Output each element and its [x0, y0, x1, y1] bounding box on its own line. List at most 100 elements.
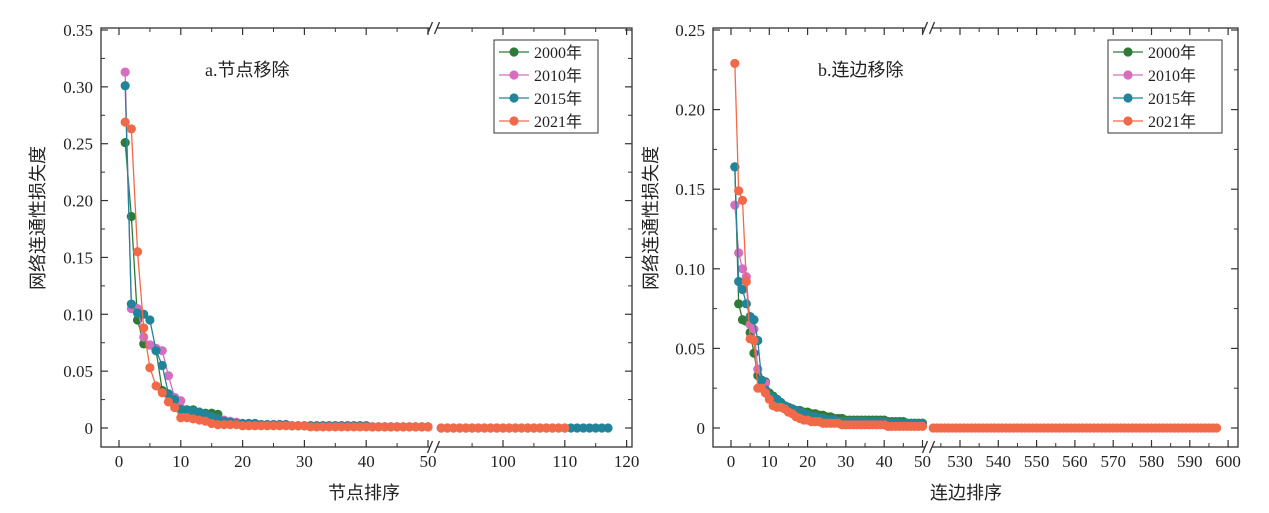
legend-item: 2021年 [1113, 113, 1196, 131]
data-point [139, 323, 149, 333]
data-point [170, 402, 180, 413]
legend-item: 2015年 [1113, 90, 1196, 108]
y-tick-label: 0.30 [63, 78, 93, 97]
legend-marker [509, 70, 519, 80]
legend: 2000年 2010年 2015年 2021年 [493, 39, 599, 134]
y-tick-label: 0.20 [63, 192, 93, 211]
data-point [139, 332, 149, 342]
data-point [145, 315, 155, 325]
x-tick-label: 20 [234, 452, 251, 471]
legend: 2000年 2010年 2015年 2021年 [1107, 39, 1223, 134]
axis-break-mark [426, 440, 434, 454]
legend-label: 2000年 [534, 44, 582, 62]
data-point [126, 124, 136, 134]
data-point [126, 299, 136, 309]
data-point [734, 248, 744, 258]
x-tick-label: 560 [1062, 452, 1088, 471]
chart-panel-a: 0 0.05 0.10 0.15 0.20 0.25 0.30 0.35 0 10 20 30 40 50… [28, 21, 639, 503]
y-tick-label: 0.15 [675, 180, 705, 199]
series-line [734, 63, 923, 428]
legend-item: 2015年 [499, 90, 582, 108]
series-2010年 [730, 200, 928, 430]
axis-break-mark [928, 440, 936, 454]
legend-item: 2000年 [1113, 44, 1196, 62]
panel-annotation: a.节点移除 [205, 60, 290, 80]
y-tick-label: 0.10 [675, 260, 705, 279]
series-2015年 [120, 81, 613, 433]
axis-break-gap [430, 26, 437, 30]
x-axis-title: 节点排序 [328, 483, 400, 503]
axis-break-mark [426, 21, 434, 35]
x-tick-label: 30 [837, 452, 854, 471]
data-point [741, 299, 751, 309]
y-tick-label: 0.25 [63, 135, 93, 154]
data-point [603, 423, 613, 433]
axis-break-mark [921, 440, 929, 454]
x-tick-label: 120 [614, 452, 640, 471]
x-tick-label: 20 [799, 452, 816, 471]
x-tick-label: 10 [172, 452, 189, 471]
data-point [163, 397, 174, 407]
legend-marker [1123, 70, 1133, 80]
data-point [737, 264, 748, 274]
data-point [157, 388, 167, 398]
data-point [157, 360, 167, 371]
legend-marker [1123, 93, 1133, 103]
x-tick-label: 0 [115, 452, 124, 471]
legend-item: 2021年 [499, 113, 582, 131]
data-point [734, 299, 744, 309]
x-tick-label: 550 [1024, 452, 1050, 471]
series-2021年 [730, 58, 1222, 433]
data-point [737, 284, 748, 295]
legend-marker [1123, 116, 1133, 126]
x-tick-label: 50 [914, 452, 931, 471]
axis-break-gap [430, 445, 437, 449]
legend-marker [509, 93, 519, 103]
y-tick-label: 0 [697, 419, 706, 438]
legend-label: 2010年 [1148, 67, 1196, 85]
x-tick-label: 600 [1215, 452, 1241, 471]
data-point [560, 423, 570, 433]
data-point [151, 346, 161, 356]
data-point [749, 315, 759, 325]
x-tick-label: 530 [947, 452, 973, 471]
data-point [423, 422, 433, 432]
x-axis-title: 连边排序 [930, 483, 1002, 503]
data-point [163, 371, 174, 381]
x-tick-label: 0 [727, 452, 736, 471]
y-tick-label: 0.05 [675, 339, 705, 358]
x-tick-label: 580 [1139, 452, 1165, 471]
x-tick-label: 30 [296, 452, 313, 471]
axis-break-mark [433, 440, 441, 454]
y-tick-label: 0.10 [63, 305, 93, 324]
x-tick-label: 110 [552, 452, 577, 471]
data-point [132, 247, 143, 257]
x-tick-label: 40 [876, 452, 893, 471]
y-tick-label: 0.35 [63, 21, 93, 40]
x-tick-label: 100 [490, 452, 516, 471]
legend-label: 2021年 [534, 113, 582, 131]
data-point [126, 211, 136, 222]
legend-item: 2010年 [1113, 67, 1196, 85]
y-axis-title: 网络连通性损失度 [28, 146, 48, 290]
data-point [737, 195, 748, 205]
chart-panel-b: 0 0.05 0.10 0.15 0.20 0.25 0 10 20 30 40 50 530 540 55… [641, 21, 1241, 503]
x-tick-label: 40 [358, 452, 375, 471]
y-tick-label: 0.05 [63, 362, 93, 381]
x-tick-label: 50 [420, 452, 437, 471]
data-point [734, 186, 744, 196]
legend-item: 2000年 [499, 44, 582, 62]
plot-frame [712, 27, 1239, 448]
legend-marker [509, 47, 519, 57]
data-point [120, 117, 130, 127]
legend-label: 2010年 [534, 67, 582, 85]
y-tick-label: 0.15 [63, 248, 93, 267]
axis-break-mark [928, 21, 936, 35]
data-point [749, 335, 759, 346]
y-tick-label: 0.20 [675, 101, 705, 120]
data-point [120, 67, 130, 77]
axis-break-gap [925, 445, 932, 449]
data-point [145, 363, 155, 373]
data-point [757, 375, 767, 385]
